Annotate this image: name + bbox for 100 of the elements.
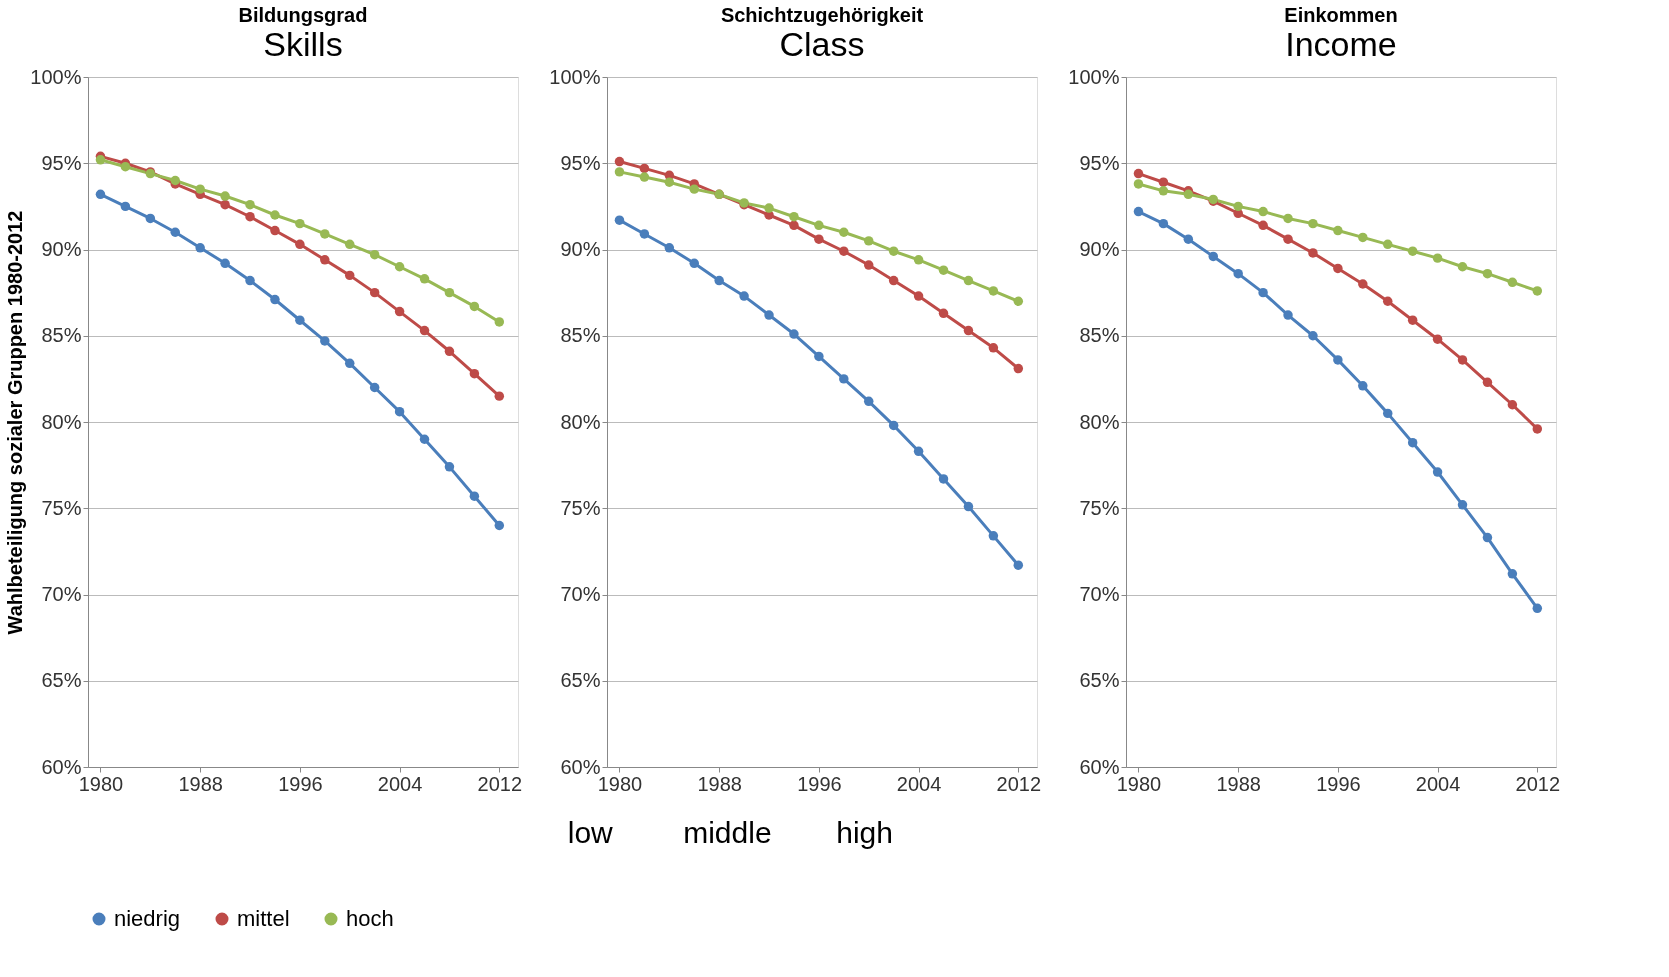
point bbox=[814, 220, 824, 231]
point bbox=[913, 291, 924, 301]
point bbox=[494, 317, 505, 327]
y-tick-label: 85% bbox=[1079, 324, 1120, 347]
point bbox=[1507, 569, 1518, 579]
point bbox=[369, 249, 380, 260]
point bbox=[864, 236, 874, 246]
point bbox=[988, 531, 999, 541]
point bbox=[1507, 400, 1518, 410]
point bbox=[145, 213, 156, 224]
y-tick-label: 100% bbox=[1068, 65, 1120, 88]
point bbox=[1532, 286, 1543, 296]
point bbox=[1432, 467, 1443, 477]
point bbox=[1407, 246, 1418, 256]
point bbox=[963, 275, 974, 286]
point bbox=[245, 199, 255, 210]
point bbox=[419, 434, 430, 444]
x-tick-label: 2012 bbox=[1515, 772, 1561, 795]
point bbox=[1432, 334, 1443, 344]
point bbox=[469, 301, 480, 312]
point bbox=[1457, 500, 1468, 510]
point bbox=[639, 229, 650, 239]
y-tick-label: 70% bbox=[41, 583, 82, 605]
point bbox=[369, 382, 380, 393]
point bbox=[1208, 251, 1218, 262]
point bbox=[245, 275, 255, 286]
point bbox=[220, 258, 230, 269]
point bbox=[689, 184, 699, 194]
point bbox=[1482, 532, 1493, 543]
point bbox=[220, 199, 230, 210]
point bbox=[789, 220, 799, 231]
point bbox=[220, 191, 230, 201]
x-tick-label: 2004 bbox=[896, 772, 942, 795]
point bbox=[1532, 424, 1543, 434]
point bbox=[320, 336, 330, 346]
point bbox=[888, 246, 899, 256]
point bbox=[988, 286, 999, 296]
point bbox=[1013, 363, 1024, 374]
point bbox=[614, 167, 625, 177]
point bbox=[444, 462, 455, 472]
point bbox=[270, 225, 280, 236]
legend-label: niedrig bbox=[114, 906, 181, 931]
point bbox=[394, 262, 405, 272]
point bbox=[1333, 263, 1343, 274]
point bbox=[1133, 179, 1144, 189]
x-tick-label: 2004 bbox=[1415, 772, 1461, 795]
y-tick-label: 80% bbox=[560, 410, 601, 433]
point bbox=[1258, 220, 1268, 231]
x-tick-label: 1988 bbox=[1216, 772, 1261, 795]
point bbox=[320, 255, 330, 265]
y-tick-label: 60% bbox=[1079, 755, 1120, 778]
text: middle bbox=[683, 816, 772, 849]
point bbox=[1358, 232, 1368, 243]
point bbox=[270, 294, 280, 305]
point bbox=[295, 239, 305, 250]
point bbox=[938, 308, 949, 319]
y-tick-label: 100% bbox=[549, 65, 601, 88]
point bbox=[444, 346, 455, 357]
chart-title: Einkommen bbox=[1284, 4, 1398, 26]
y-tick-label: 70% bbox=[1079, 583, 1120, 605]
point bbox=[469, 491, 480, 501]
x-tick-label: 1996 bbox=[797, 772, 842, 795]
y-tick-label: 60% bbox=[560, 755, 601, 778]
x-tick-label: 1988 bbox=[178, 772, 223, 795]
point bbox=[120, 201, 131, 212]
y-tick-label: 95% bbox=[41, 151, 82, 174]
point bbox=[419, 274, 430, 284]
y-tick-label: 75% bbox=[41, 496, 82, 519]
point bbox=[469, 368, 480, 379]
point bbox=[1283, 213, 1293, 224]
point bbox=[888, 275, 899, 286]
chart-subtitle: Income bbox=[1285, 25, 1397, 63]
x-tick-label: 2012 bbox=[996, 772, 1042, 795]
point bbox=[938, 265, 949, 275]
point bbox=[1432, 253, 1443, 263]
y-tick-label: 65% bbox=[1079, 669, 1120, 692]
point bbox=[1233, 268, 1243, 279]
point bbox=[245, 211, 255, 222]
point bbox=[839, 374, 849, 384]
point bbox=[1258, 206, 1268, 217]
point bbox=[764, 203, 774, 213]
y-tick-label: 100% bbox=[30, 65, 82, 88]
point bbox=[1308, 248, 1318, 258]
x-tick-label: 1996 bbox=[1316, 772, 1361, 795]
y-tick-label: 80% bbox=[1079, 410, 1120, 433]
point bbox=[1158, 186, 1169, 196]
point bbox=[1507, 277, 1518, 288]
point bbox=[95, 155, 106, 165]
point bbox=[988, 343, 999, 353]
point bbox=[394, 306, 405, 317]
point bbox=[1457, 262, 1468, 272]
point bbox=[839, 227, 849, 237]
point bbox=[689, 258, 699, 269]
point bbox=[739, 291, 749, 301]
point bbox=[913, 255, 924, 265]
chart-title: Bildungsgrad bbox=[238, 4, 368, 26]
y-tick-label: 90% bbox=[41, 238, 82, 260]
point bbox=[639, 172, 650, 182]
point bbox=[888, 420, 899, 431]
point bbox=[1308, 331, 1318, 341]
